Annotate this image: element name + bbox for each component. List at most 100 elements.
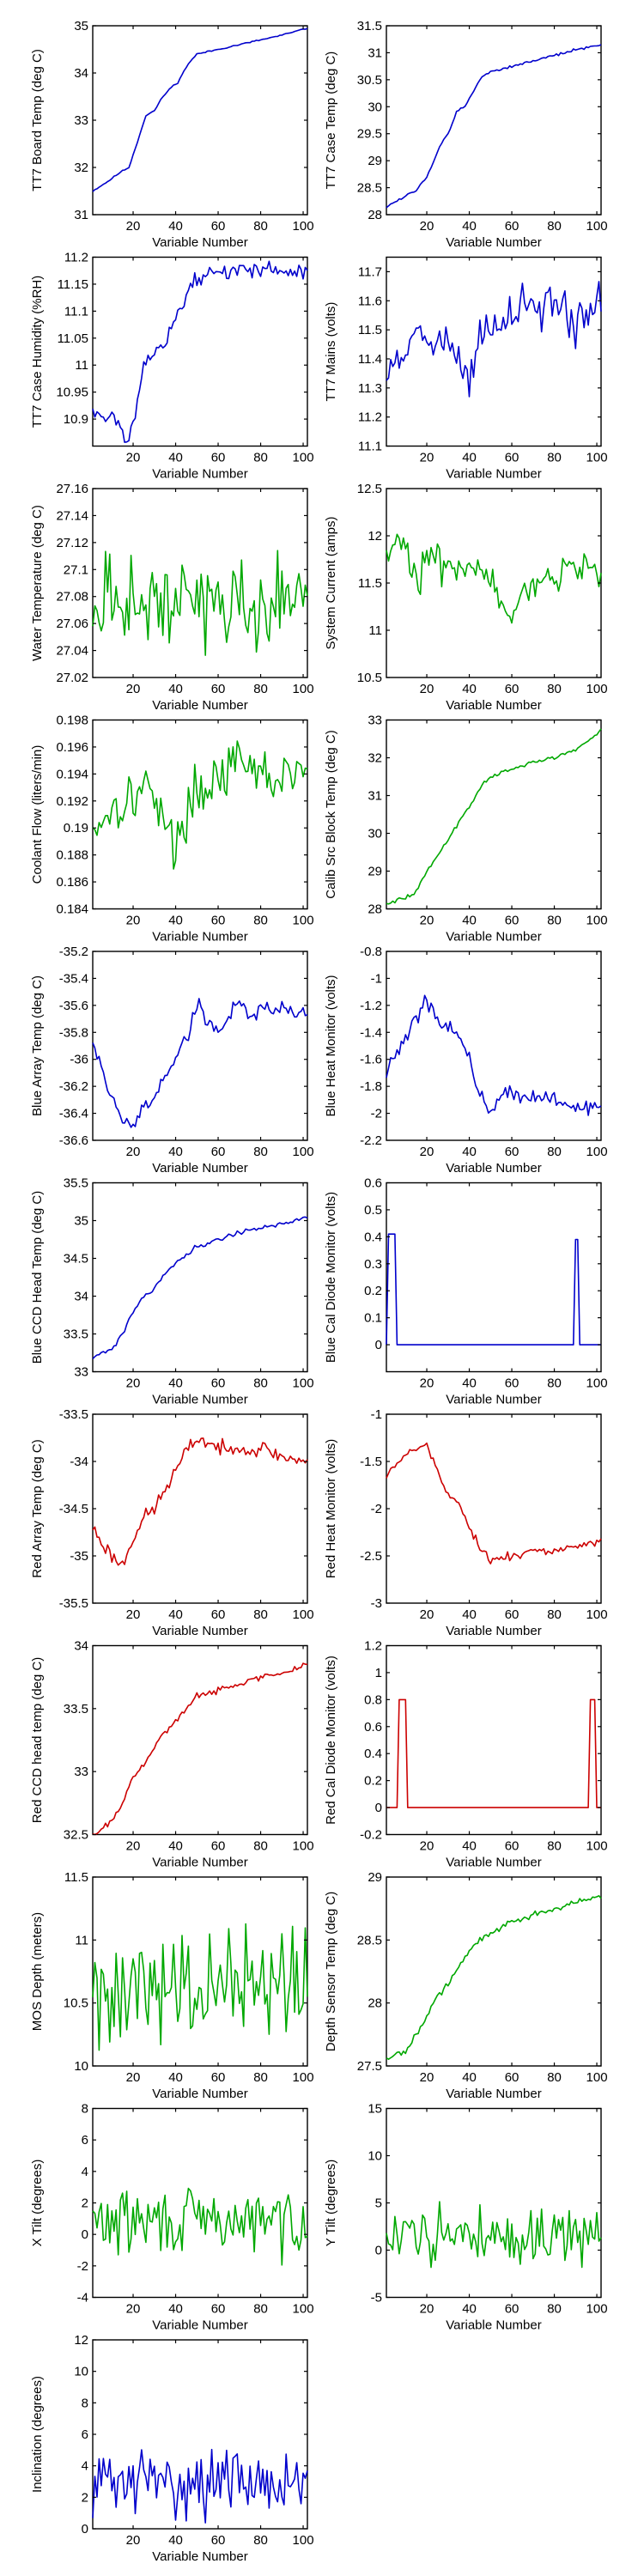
y-tick-label: 30.5: [357, 73, 382, 88]
plot-area: [92, 951, 308, 1141]
y-tick-label: 0: [375, 1338, 382, 1352]
x-tick-label: 60: [505, 1145, 519, 1159]
y-axis-label: Coolant Flow (liters/min): [30, 745, 45, 884]
x-tick-label: 40: [462, 1145, 477, 1159]
x-tick-label: 80: [253, 914, 268, 928]
plot-area: [92, 25, 308, 216]
y-tick-label: 27.06: [56, 617, 88, 631]
x-axis-label: Variable Number: [152, 467, 247, 482]
y-tick-label: 0.4: [364, 1230, 382, 1244]
x-axis-label: Variable Number: [152, 1161, 247, 1176]
x-tick-label: 100: [586, 1145, 608, 1159]
y-tick-label: 0.8: [364, 1692, 382, 1707]
plot-area: [92, 2339, 308, 2530]
x-tick-label: 100: [293, 1376, 314, 1391]
y-tick-label: -2.2: [360, 1133, 382, 1148]
y-tick-label: 6: [82, 2133, 88, 2148]
x-tick-label: 60: [211, 1607, 226, 1622]
y-tick-label: -5: [371, 2291, 382, 2306]
y-axis-label: Water Temperature (deg C): [30, 505, 45, 661]
y-tick-label: -35.6: [59, 999, 88, 1013]
y-tick-label: 0.1: [364, 1311, 382, 1326]
y-tick-label: 10.95: [56, 386, 88, 400]
chart-6: 20 40 60 80 100 10.5 11 11.5 12 12.5 Variable Numb…: [324, 482, 608, 713]
y-tick-label: -1.5: [360, 1455, 382, 1469]
x-tick-label: 60: [211, 914, 226, 928]
chart-20: 20 40 60 80 100 -5 0 5 10 15 Variable Number Y Tilt…: [324, 2102, 608, 2333]
y-tick-label: 11.1: [64, 304, 88, 319]
x-tick-label: 100: [293, 2070, 314, 2085]
y-axis-label: Blue Array Temp (deg C): [30, 975, 45, 1116]
x-tick-label: 100: [586, 914, 608, 928]
x-tick-label: 40: [168, 2070, 183, 2085]
y-tick-label: 12: [74, 2333, 88, 2348]
x-tick-label: 20: [126, 1145, 141, 1159]
y-tick-label: 33: [74, 113, 88, 128]
y-axis-label: Red Cal Diode Monitor (volts): [324, 1656, 338, 1825]
y-tick-label: 11: [368, 623, 382, 638]
y-tick-label: 0.192: [56, 794, 88, 809]
plot-area: [386, 2107, 602, 2299]
y-tick-label: 34: [74, 1639, 88, 1654]
x-tick-label: 60: [211, 451, 226, 465]
y-tick-label: 10: [74, 2059, 88, 2074]
x-tick-label: 100: [586, 219, 608, 234]
y-tick-label: 2: [82, 2196, 88, 2211]
chart-12: 20 40 60 80 100 0 0.1 0.2 0.3 0.4 0.5 0.6 Variable N…: [324, 1176, 608, 1407]
y-tick-label: 27.5: [357, 2059, 382, 2074]
y-tick-label: 0.3: [364, 1257, 382, 1272]
x-tick-label: 80: [253, 1607, 268, 1622]
chart-14: 20 40 60 80 100 -3 -2.5 -2 -1.5 -1 Variable Number…: [324, 1407, 608, 1638]
plot-area: [386, 719, 602, 910]
chart-4: 20 40 60 80 100 11.1 11.2 11.3 11.4 11.5 11.6 11.7 V…: [324, 256, 608, 482]
x-tick-label: 60: [211, 2533, 226, 2548]
y-tick-label: 15: [368, 2102, 382, 2117]
x-tick-label: 80: [253, 219, 268, 234]
plot-area: [92, 719, 308, 910]
y-tick-label: 0.194: [56, 767, 88, 781]
y-tick-label: 32.5: [64, 1828, 88, 1843]
chart-17: 20 40 60 80 100 10 10.5 11 11.5 Variable Number MO…: [30, 1870, 314, 2101]
y-axis-label: Red CCD head temp (deg C): [30, 1657, 45, 1823]
x-axis-label: Variable Number: [446, 698, 541, 713]
series-line: [92, 27, 308, 192]
chart-2: 20 40 60 80 100 28 28.5 29 29.5 30 30.5 31 31.5 Varia…: [324, 19, 608, 250]
chart-15: 20 40 60 80 100 32.5 33 33.5 34 Variable Number Re…: [30, 1639, 314, 1870]
y-tick-label: -2.5: [360, 1549, 382, 1564]
chart-8: 20 40 60 80 100 28 29 30 31 32 33 Variable Number Ca…: [324, 714, 608, 945]
chart-18: 20 40 60 80 100 27.5 28 28.5 29 Variable Number De…: [324, 1870, 608, 2101]
y-axis-label: TT7 Case Temp (deg C): [324, 52, 338, 190]
y-tick-label: -36.4: [59, 1107, 88, 1121]
x-axis-label: Variable Number: [446, 930, 541, 945]
y-tick-label: 30: [368, 100, 382, 114]
x-tick-label: 80: [253, 2070, 268, 2085]
x-tick-label: 80: [547, 1839, 562, 1854]
y-axis-label: Calib Src Block Temp (deg C): [324, 730, 338, 898]
plot-area: [386, 1413, 602, 1604]
plot-area: [92, 256, 308, 447]
chart-13: 20 40 60 80 100 -35.5 -35 -34.5 -34 -33.5 Variable…: [30, 1407, 314, 1638]
x-tick-label: 80: [547, 1376, 562, 1391]
x-tick-label: 100: [293, 2533, 314, 2548]
y-tick-label: 0.188: [56, 848, 88, 863]
x-tick-label: 20: [420, 914, 434, 928]
series-line: [386, 728, 602, 905]
y-tick-label: -35.5: [59, 1596, 88, 1611]
y-tick-label: 11.4: [358, 352, 382, 367]
x-tick-label: 40: [462, 2302, 477, 2317]
y-tick-label: 0.6: [364, 1176, 382, 1191]
y-tick-label: -2: [77, 2259, 88, 2274]
x-tick-label: 20: [420, 2070, 434, 2085]
x-tick-label: 100: [586, 682, 608, 696]
x-axis-label: Variable Number: [152, 1393, 247, 1407]
x-tick-label: 100: [586, 1607, 608, 1622]
x-tick-label: 20: [420, 1145, 434, 1159]
y-tick-label: 30: [368, 827, 382, 841]
y-axis-label: Red Array Temp (deg C): [30, 1439, 45, 1577]
y-tick-label: -36: [70, 1053, 88, 1067]
plot-area: [92, 1413, 308, 1604]
y-tick-label: 33: [368, 714, 382, 728]
x-tick-label: 20: [126, 2302, 141, 2317]
y-axis-label: Blue Heat Monitor (volts): [324, 975, 338, 1116]
